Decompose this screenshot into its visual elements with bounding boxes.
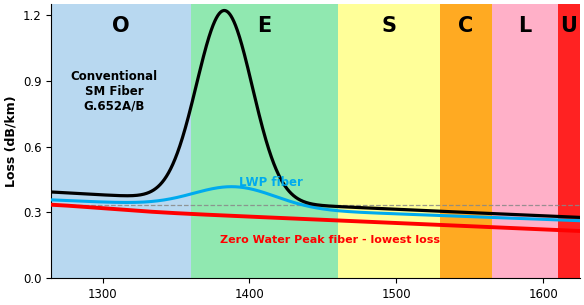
Text: U: U (561, 16, 577, 36)
Bar (492, 4, 558, 278)
Text: L: L (518, 16, 531, 36)
Text: E: E (257, 16, 271, 36)
Bar (51, 4, 191, 278)
Text: LWP fiber: LWP fiber (239, 176, 303, 189)
Text: O: O (112, 16, 130, 36)
Text: Zero Water Peak fiber - lowest loss: Zero Water Peak fiber - lowest loss (220, 235, 440, 245)
Text: S: S (381, 16, 397, 36)
Text: Conventional
SM Fiber
G.652A/B: Conventional SM Fiber G.652A/B (71, 70, 158, 113)
Bar (191, 4, 338, 278)
Y-axis label: Loss (dB/km): Loss (dB/km) (4, 95, 17, 187)
Bar (558, 4, 580, 278)
Bar (440, 4, 492, 278)
Text: C: C (458, 16, 474, 36)
Bar (338, 4, 440, 278)
